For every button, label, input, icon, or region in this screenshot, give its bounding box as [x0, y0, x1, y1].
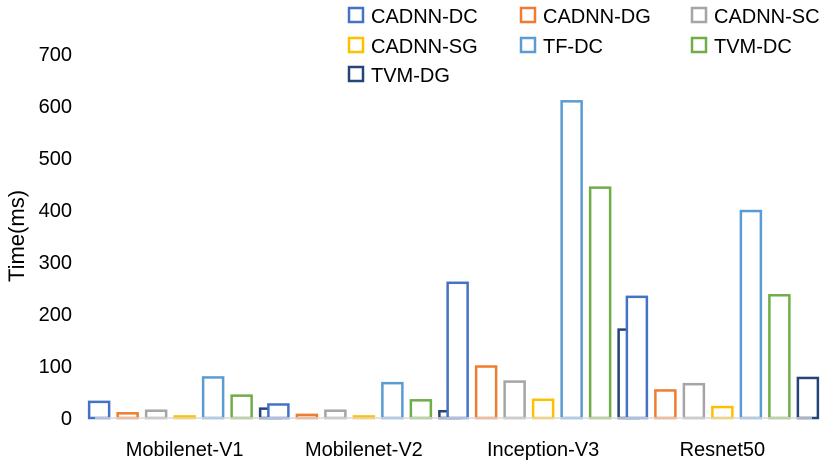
- bar-cadnn-sc-mobilenet-v1: [144, 409, 168, 420]
- bar-cadnn-dc-inception-v3: [446, 281, 469, 420]
- legend-swatch: [347, 6, 365, 24]
- bar-tvm-dc-mobilenet-v2: [409, 399, 433, 420]
- legend-swatch: [347, 65, 365, 83]
- legend-label: CADNN-DG: [543, 6, 651, 28]
- bar-tf-dc-mobilenet-v2: [381, 381, 404, 420]
- category-labels: Mobilenet-V1 Mobilenet-V2 Inception-V3 Resn…: [126, 439, 765, 461]
- y-tick-label: 0: [61, 408, 72, 430]
- y-tick-label: 300: [39, 252, 72, 274]
- x-category-label: Inception-V3: [487, 439, 599, 461]
- bar-tf-dc-resnet50: [739, 209, 763, 420]
- bar-cadnn-sg-inception-v3: [531, 398, 555, 420]
- y-tick-label: 600: [39, 96, 72, 118]
- bar-cadnn-dc-mobilenet-v1: [87, 400, 111, 420]
- x-category-label: Mobilenet-V1: [126, 439, 244, 461]
- legend: CADNN-DC CADNN-DG CADNN-SC CADNN-SG TF-DC TVM…: [347, 6, 820, 87]
- bar-cadnn-dg-resnet50: [654, 389, 677, 420]
- legend-label: TVM-DG: [371, 65, 450, 87]
- bar-tf-dc-inception-v3: [560, 100, 583, 420]
- bar-cadnn-sc-mobilenet-v2: [324, 409, 347, 420]
- legend-label: CADNN-SC: [714, 6, 820, 28]
- legend-label: TF-DC: [543, 36, 603, 58]
- x-category-label: Mobilenet-V2: [305, 439, 423, 461]
- bar-tvm-dc-resnet50: [768, 294, 791, 420]
- bar-cadnn-sc-inception-v3: [503, 380, 526, 420]
- legend-label: CADNN-SG: [371, 36, 478, 58]
- bar-tvm-dc-mobilenet-v1: [230, 394, 253, 420]
- y-tick-label: 200: [39, 304, 72, 326]
- y-tick-label: 700: [39, 44, 72, 66]
- legend-label: CADNN-DC: [371, 6, 478, 28]
- y-tick-label: 500: [39, 148, 72, 170]
- bar-cadnn-dc-mobilenet-v2: [267, 403, 290, 420]
- y-tick-label: 400: [39, 200, 72, 222]
- legend-label: TVM-DC: [714, 36, 792, 58]
- bar-cadnn-sg-resnet50: [711, 405, 734, 420]
- legend-swatch: [519, 36, 537, 54]
- bar-tf-dc-mobilenet-v1: [201, 376, 225, 420]
- y-axis-title-group: Time(ms): [4, 190, 29, 282]
- bars: [87, 100, 820, 420]
- legend-swatch: [519, 6, 537, 24]
- y-axis-ticks: 0 100 200 300 400 500 600 700: [39, 44, 72, 430]
- bar-cadnn-dc-resnet50: [625, 295, 649, 420]
- legend-swatch: [347, 36, 365, 54]
- bar-cadnn-dg-inception-v3: [474, 365, 498, 420]
- bar-tvm-dg-resnet50: [796, 376, 820, 420]
- bar-cadnn-sc-resnet50: [682, 382, 706, 420]
- y-axis-title: Time(ms): [4, 190, 29, 282]
- x-category-label: Resnet50: [680, 439, 766, 461]
- y-tick-label: 100: [39, 356, 72, 378]
- bar-tvm-dc-inception-v3: [588, 186, 612, 420]
- legend-swatch: [690, 6, 708, 24]
- legend-swatch: [690, 36, 708, 54]
